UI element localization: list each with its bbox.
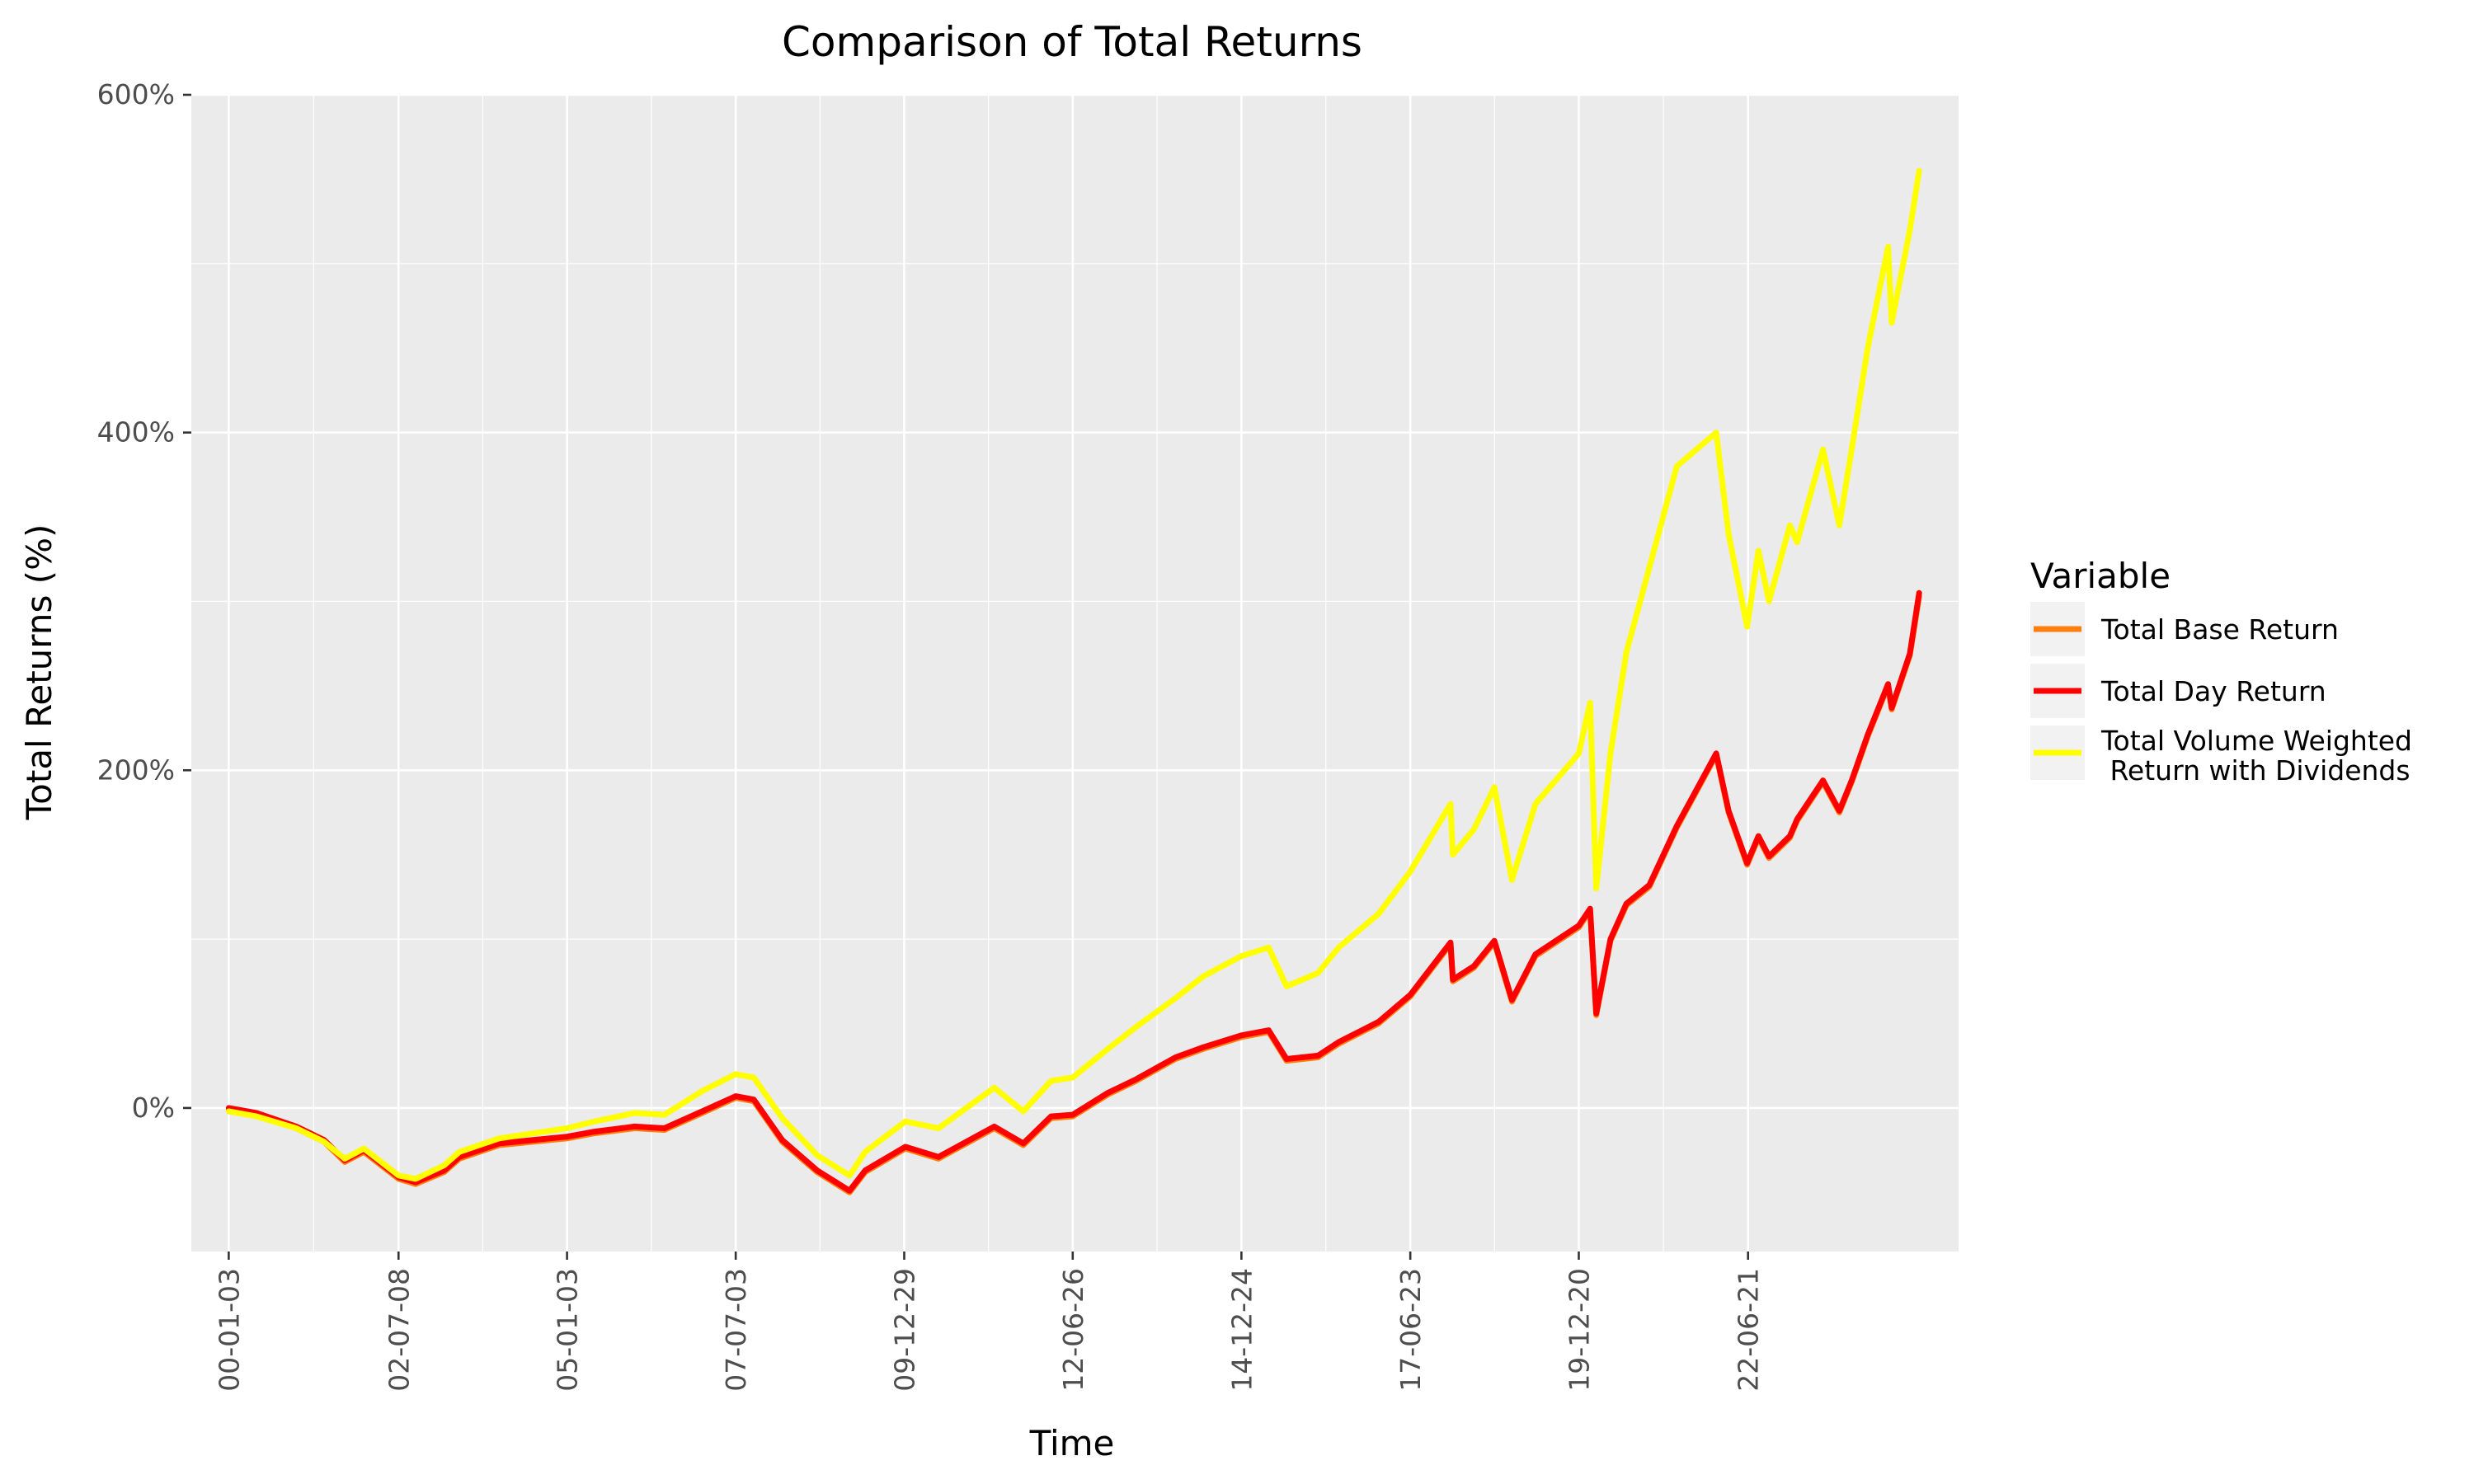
y-tick-label: 400% (97, 416, 175, 448)
y-tick-label: 0% (132, 1092, 175, 1124)
x-tick-label: 14-12-24 (1225, 1268, 1258, 1392)
x-tick-label: 00-01-03 (213, 1268, 245, 1392)
x-axis: 00-01-03 02-07-08 05-01-03 07-07-03 09-12-29… (213, 1252, 1765, 1392)
x-tick-label: 17-06-23 (1395, 1268, 1427, 1392)
series-line-total-volume-weighted-return-with-dividends (225, 167, 1922, 1182)
legend-label: Total Base Return (2100, 613, 2339, 646)
legend-label: Total Volume Weighted (2100, 725, 2412, 757)
x-tick-label: 02-07-08 (383, 1268, 415, 1392)
x-tick-label: 12-06-26 (1057, 1268, 1089, 1392)
panel-background (191, 95, 1959, 1252)
legend-title: Variable (2030, 556, 2171, 596)
y-tick-label: 600% (97, 78, 175, 110)
x-axis-title: Time (1029, 1423, 1115, 1463)
x-tick-label: 22-06-21 (1733, 1268, 1765, 1392)
legend-label: Return with Dividends (2101, 754, 2411, 787)
y-axis: 0% 200% 400% 600% (97, 78, 191, 1124)
series-lines (225, 167, 1922, 1195)
x-tick-label: 09-12-29 (888, 1268, 920, 1392)
legend: Variable Total Base Return Total Day Retu… (2030, 556, 2412, 787)
x-tick-label: 07-07-03 (720, 1268, 752, 1392)
y-axis-title: Total Returns (%) (19, 524, 59, 821)
legend-label: Total Day Return (2100, 675, 2326, 707)
x-tick-label: 19-12-20 (1563, 1268, 1595, 1392)
series-line-total-day-return (225, 589, 1922, 1194)
chart-title: Comparison of Total Returns (782, 18, 1362, 66)
x-tick-label: 05-01-03 (552, 1268, 584, 1392)
plot-panel (191, 93, 1959, 1252)
y-tick-label: 200% (97, 754, 175, 786)
